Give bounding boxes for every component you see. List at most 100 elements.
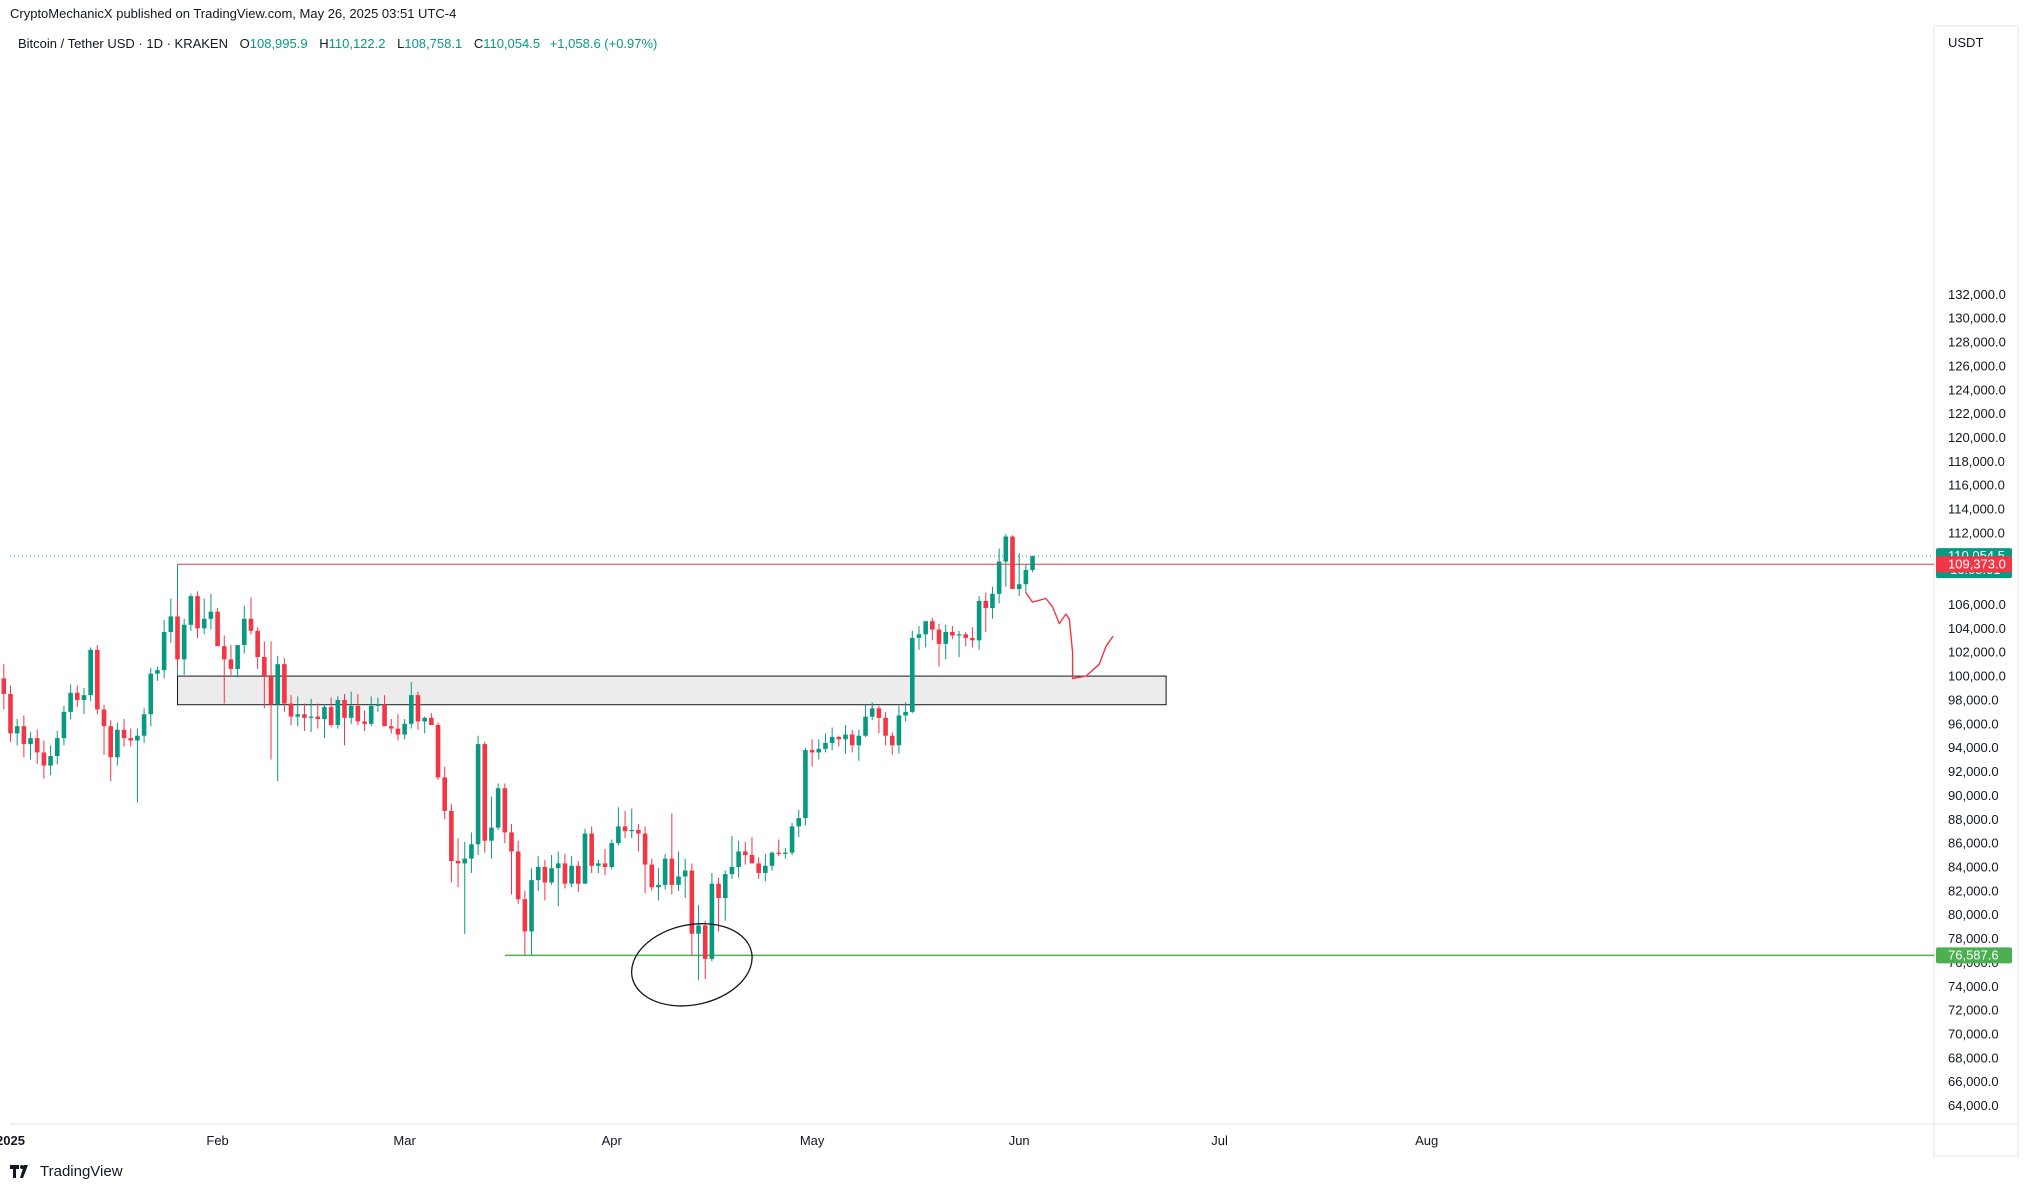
y-tick-label: 80,000.0 — [1948, 907, 1999, 922]
y-tick-label: 114,000.0 — [1948, 502, 2005, 517]
y-tick-label: 130,000.0 — [1948, 311, 2006, 326]
candle-body — [996, 561, 1002, 594]
price-tag-bg — [1936, 556, 2012, 573]
candle-body — [702, 925, 708, 959]
x-tick-label: May — [800, 1133, 825, 1148]
candle-body — [489, 827, 494, 841]
candle-body — [990, 593, 995, 609]
candle-body — [636, 829, 641, 834]
candle-body — [836, 736, 842, 740]
candle-body — [302, 714, 307, 718]
candle-body — [515, 851, 521, 900]
candle-body — [522, 899, 528, 932]
candle-body — [769, 852, 775, 866]
candle-body — [849, 734, 855, 746]
y-tick-label: 124,000.0 — [1948, 382, 2006, 397]
candle-body — [722, 874, 728, 898]
x-axis-ticks: 2025 Feb Mar Apr May Jun Jul Aug — [0, 1133, 1438, 1148]
candle-body — [1016, 584, 1022, 590]
candle-body — [368, 705, 374, 724]
candle-body — [696, 925, 701, 934]
candle-body — [8, 693, 13, 734]
candle-body — [889, 735, 895, 746]
candle-body — [983, 600, 989, 609]
candle-body — [449, 810, 454, 862]
candle-body — [1010, 536, 1015, 590]
candle-body — [235, 645, 240, 669]
y-tick-label: 78,000.0 — [1948, 931, 1999, 946]
price-tag-bg — [1936, 947, 2012, 964]
candle-body — [61, 711, 67, 739]
candle-body — [402, 723, 407, 735]
candle-body — [542, 866, 548, 883]
candle-body — [883, 717, 888, 736]
candle-body — [749, 855, 755, 864]
candle-body — [910, 637, 915, 712]
x-tick-label: 2025 — [0, 1133, 25, 1148]
candle-body — [429, 717, 434, 726]
candle-body — [896, 715, 902, 746]
candle-body — [14, 726, 20, 734]
y-tick-label: 122,000.0 — [1948, 406, 2006, 421]
candle-body — [869, 708, 875, 717]
candle-body — [101, 709, 107, 727]
candle-body — [569, 865, 574, 884]
y-tick-label: 92,000.0 — [1948, 764, 1999, 779]
ellipse-annotation — [630, 923, 753, 1007]
candle-body — [135, 735, 140, 741]
candle-body — [328, 707, 334, 726]
candle-body — [462, 858, 468, 864]
candle-body — [916, 634, 922, 638]
candle-body — [28, 738, 33, 745]
candle-body — [115, 729, 120, 758]
candle-body — [48, 756, 53, 766]
change-value: +1,058.6 (+0.97%) — [549, 36, 658, 51]
y-tick-label: 88,000.0 — [1948, 812, 1999, 827]
open-label: O — [239, 36, 250, 51]
candle-body — [455, 861, 461, 864]
close-value: 110,054.5 — [483, 36, 541, 51]
candle-body — [803, 750, 808, 819]
candle-body — [141, 714, 147, 736]
candle-body — [81, 695, 87, 700]
candle-body — [903, 711, 908, 716]
symbol-label[interactable]: Bitcoin / Tether USD · 1D · KRAKEN — [18, 36, 228, 51]
y-tick-label: 126,000.0 — [1948, 358, 2006, 373]
y-tick-label: 72,000.0 — [1948, 1003, 1999, 1018]
candle-body — [288, 703, 294, 717]
candle-body — [716, 883, 721, 898]
candle-body — [161, 631, 167, 671]
candle-body — [682, 870, 688, 877]
x-tick-label: Mar — [393, 1133, 416, 1148]
candle-body — [435, 725, 441, 778]
tradingview-logo-icon[interactable] — [10, 1164, 34, 1179]
candle-body — [602, 863, 608, 867]
candle-body — [482, 744, 488, 841]
y-tick-label: 66,000.0 — [1948, 1074, 1999, 1089]
y-tick-label: 96,000.0 — [1948, 716, 1999, 731]
candle-body — [535, 866, 541, 881]
candle-body — [41, 752, 47, 766]
candle-body — [502, 788, 508, 833]
candle-body — [943, 631, 948, 644]
candle-body — [335, 699, 341, 726]
candle-body — [362, 721, 367, 724]
candle-body — [469, 844, 474, 859]
publisher-line: CryptoMechanicX published on TradingView… — [10, 6, 457, 21]
candle-body — [54, 738, 60, 757]
y-tick-label: 118,000.0 — [1948, 454, 2005, 469]
candle-body — [863, 716, 868, 736]
candle-body — [295, 714, 301, 717]
y-tick-label: 90,000.0 — [1948, 788, 1999, 803]
price-tag-label: 109,373.0 — [1948, 556, 2006, 571]
y-axis-ticks: 132,000.0 130,000.0 128,000.0 126,000.0 124,… — [1948, 287, 2006, 1113]
candle-body — [930, 621, 935, 630]
candle-body — [756, 863, 761, 873]
candle-body — [796, 818, 802, 827]
candle-body — [783, 852, 788, 854]
candle-body — [1, 678, 7, 694]
high-value: 110,122.2 — [328, 36, 386, 51]
candle-body — [282, 664, 287, 704]
candle-body — [789, 826, 795, 853]
